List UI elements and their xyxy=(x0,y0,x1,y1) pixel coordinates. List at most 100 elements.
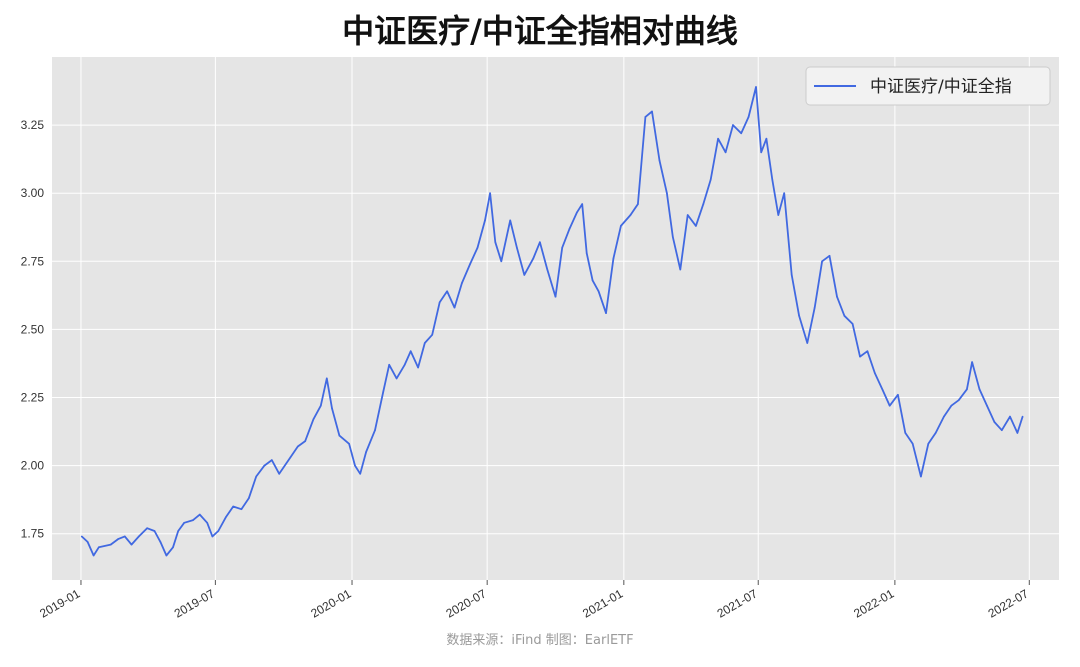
data-point xyxy=(597,290,600,293)
data-point xyxy=(612,257,615,260)
data-point xyxy=(232,505,234,508)
data-point xyxy=(881,388,884,391)
data-point xyxy=(461,282,463,284)
data-point xyxy=(554,295,557,298)
data-point xyxy=(927,443,930,445)
data-point xyxy=(206,522,208,524)
data-point xyxy=(1001,429,1003,432)
data-point xyxy=(500,260,503,263)
data-point xyxy=(98,546,100,549)
data-point xyxy=(765,137,768,140)
data-point xyxy=(348,443,350,445)
data-point xyxy=(585,252,588,254)
data-point xyxy=(516,246,518,249)
y-tick-labels: 1.75 2.00 2.25 2.50 2.75 3.00 3.25 xyxy=(21,118,45,541)
data-point xyxy=(417,366,419,369)
data-point xyxy=(312,418,315,421)
data-point xyxy=(240,508,243,511)
data-point xyxy=(620,225,622,227)
data-point xyxy=(943,415,945,418)
y-tick-label: 2.25 xyxy=(21,390,45,404)
x-tick-labels: 2019-01 2019-07 2020-01 2020-07 2021-01 2021-… xyxy=(37,580,1031,621)
data-point xyxy=(138,535,140,538)
data-point xyxy=(644,116,647,118)
y-tick-label: 2.75 xyxy=(21,254,45,268)
data-point xyxy=(438,301,441,304)
data-point xyxy=(740,132,742,135)
legend-label: 中证医疗/中证全指 xyxy=(870,77,1012,97)
data-point xyxy=(978,388,981,391)
x-tick-label: 2019-01 xyxy=(37,586,82,620)
data-point xyxy=(326,377,328,380)
data-point xyxy=(297,445,299,448)
data-point xyxy=(159,541,162,543)
data-point xyxy=(192,519,194,521)
x-tick-label: 2021-07 xyxy=(715,586,760,620)
data-point xyxy=(561,246,563,249)
data-point xyxy=(453,306,456,309)
data-point xyxy=(828,255,831,257)
data-point xyxy=(359,473,362,475)
data-point xyxy=(489,192,491,194)
data-point xyxy=(80,535,83,538)
data-point xyxy=(568,227,571,230)
y-tick-label: 1.75 xyxy=(21,527,45,541)
data-point xyxy=(695,225,697,227)
source-credit: 数据来源：iFind 制图：EarlETF xyxy=(446,633,634,648)
data-point xyxy=(957,399,960,402)
data-point xyxy=(760,151,762,154)
data-point xyxy=(183,522,185,524)
y-tick-label: 3.00 xyxy=(21,186,45,200)
data-point xyxy=(836,295,838,298)
data-point xyxy=(469,263,471,265)
data-point xyxy=(813,306,816,309)
data-point xyxy=(177,530,179,532)
data-point xyxy=(686,214,689,216)
data-point xyxy=(124,535,126,538)
x-tick-label: 2020-01 xyxy=(308,586,353,620)
data-point xyxy=(851,323,854,325)
data-point xyxy=(1016,432,1019,434)
data-point xyxy=(821,260,823,263)
chart-title: 中证医疗/中证全指相对曲线 xyxy=(342,12,738,50)
data-point xyxy=(717,137,719,140)
data-point xyxy=(255,475,257,478)
series-line xyxy=(81,86,1024,557)
data-point xyxy=(576,211,578,214)
data-point xyxy=(806,342,809,344)
data-point xyxy=(172,546,174,549)
data-point xyxy=(859,355,861,358)
data-point xyxy=(709,178,712,181)
data-point xyxy=(523,274,526,276)
data-point xyxy=(971,361,973,363)
data-point xyxy=(790,274,793,276)
data-point xyxy=(338,434,341,437)
data-point xyxy=(509,219,512,222)
data-point xyxy=(629,214,632,216)
data-point xyxy=(431,334,434,336)
data-point xyxy=(679,268,682,271)
legend-box xyxy=(805,66,1051,106)
data-point xyxy=(409,350,412,353)
data-point xyxy=(888,404,891,407)
data-point xyxy=(248,497,250,500)
data-point xyxy=(217,530,220,532)
data-point xyxy=(546,268,549,271)
data-point xyxy=(724,151,727,154)
data-point xyxy=(304,440,307,442)
data-point xyxy=(672,236,674,238)
data-point xyxy=(920,475,922,478)
y-tick-label: 3.25 xyxy=(21,118,45,132)
data-point xyxy=(92,554,95,557)
data-point xyxy=(130,543,133,546)
data-point xyxy=(354,464,356,467)
plot-background xyxy=(52,57,1059,580)
data-point xyxy=(382,391,385,393)
data-point xyxy=(874,372,876,374)
data-point xyxy=(771,178,774,181)
data-point xyxy=(199,513,201,516)
data-point xyxy=(747,116,750,118)
data-point xyxy=(783,192,785,194)
data-point xyxy=(843,315,846,317)
